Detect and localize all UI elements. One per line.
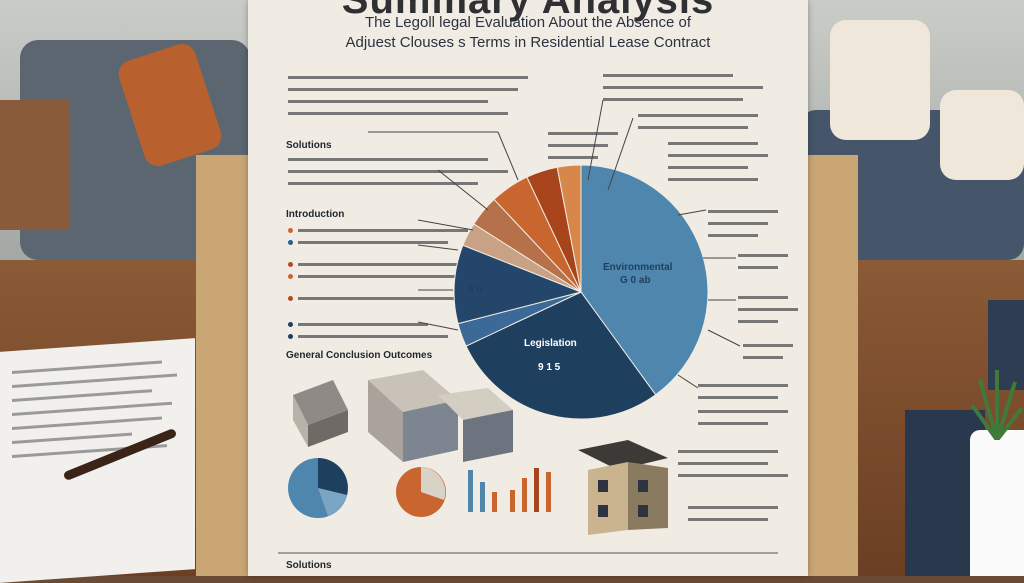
text-line [668, 154, 768, 157]
pie-slice-4 [453, 244, 583, 325]
poster-title: Summary Analysis [341, 0, 715, 22]
text-line [638, 126, 748, 129]
section-introduction: Introduction [286, 209, 345, 220]
text-line [678, 474, 788, 477]
text-line [288, 88, 518, 91]
bullet-dot [288, 322, 293, 327]
bullet-dot [288, 228, 293, 233]
building-illustration-3 [578, 440, 668, 535]
text-line [743, 356, 783, 359]
text-line [288, 76, 528, 79]
pie-label-legislation: Legislation [524, 338, 577, 349]
text-line [738, 308, 798, 311]
poster-stand-right [808, 155, 858, 576]
poster-subtitle-line2: Adjuest Clouses s Terms in Residential L… [345, 34, 711, 51]
text-line [298, 335, 448, 338]
text-line [708, 234, 758, 237]
plant-pot [970, 430, 1024, 576]
text-line [698, 396, 778, 399]
bullet-dot [288, 274, 293, 279]
text-line [288, 170, 508, 173]
text-line [288, 182, 478, 185]
section-solutions-bottom: Solutions [286, 560, 332, 571]
text-line [668, 142, 758, 145]
text-line [698, 410, 788, 413]
text-line [688, 518, 768, 521]
poster-stand-left [196, 155, 254, 576]
bullet-dot [288, 334, 293, 339]
building-illustration-2 [368, 370, 513, 462]
pie-label-environmental-sub: G 0 ab [620, 275, 651, 286]
text-line [288, 100, 488, 103]
poster-graphics [278, 99, 778, 554]
text-line [603, 74, 733, 77]
book [988, 300, 1024, 390]
pie-slice-9 [556, 164, 582, 293]
text-line [678, 450, 778, 453]
text-line [548, 132, 618, 135]
side-table [0, 100, 70, 230]
text-line [298, 297, 468, 300]
section-solutions-top: Solutions [286, 140, 332, 151]
text-line [548, 144, 608, 147]
orange-cushion [114, 40, 226, 170]
main-pie-chart [453, 164, 709, 420]
text-line [698, 384, 788, 387]
text-line [668, 166, 748, 169]
building-illustration-1 [293, 380, 348, 447]
text-line [698, 422, 768, 425]
plant-icon [970, 370, 1024, 440]
text-line [548, 156, 598, 159]
text-line [738, 266, 778, 269]
text-line [288, 112, 508, 115]
small-pie-2 [396, 467, 446, 517]
text-line [603, 86, 763, 89]
text-line [668, 178, 758, 181]
text-line [638, 114, 758, 117]
bullet-dot [288, 262, 293, 267]
pie-label-environmental: Environmental [603, 262, 673, 273]
text-line [288, 158, 488, 161]
text-line [298, 323, 428, 326]
text-line [738, 320, 778, 323]
text-line [708, 222, 768, 225]
text-line [738, 296, 788, 299]
pillow-1 [830, 20, 930, 140]
small-pie-1 [288, 458, 348, 518]
analysis-poster: Summary Analysis The Legoll legal Evalua… [248, 0, 808, 576]
text-line [298, 241, 448, 244]
pillow-2 [940, 90, 1024, 180]
text-line [688, 506, 778, 509]
text-line [743, 344, 793, 347]
pie-slice-2 [465, 291, 657, 420]
text-line [738, 254, 788, 257]
bullet-dot [288, 296, 293, 301]
text-line [298, 275, 458, 278]
bullet-dot [288, 240, 293, 245]
text-line [603, 98, 743, 101]
text-line [678, 462, 768, 465]
text-line [298, 229, 468, 232]
poster-subtitle-line1: The Legoll legal Evaluation About the Ab… [364, 14, 692, 31]
section-conclusion: General Conclusion Outcomes [286, 350, 433, 361]
pie-slice-1 [580, 164, 709, 396]
text-line [708, 210, 778, 213]
pie-label-left: 8 0 [468, 285, 482, 296]
text-line [298, 263, 478, 266]
pie-label-legislation-sub: 9 1 5 [538, 362, 561, 373]
